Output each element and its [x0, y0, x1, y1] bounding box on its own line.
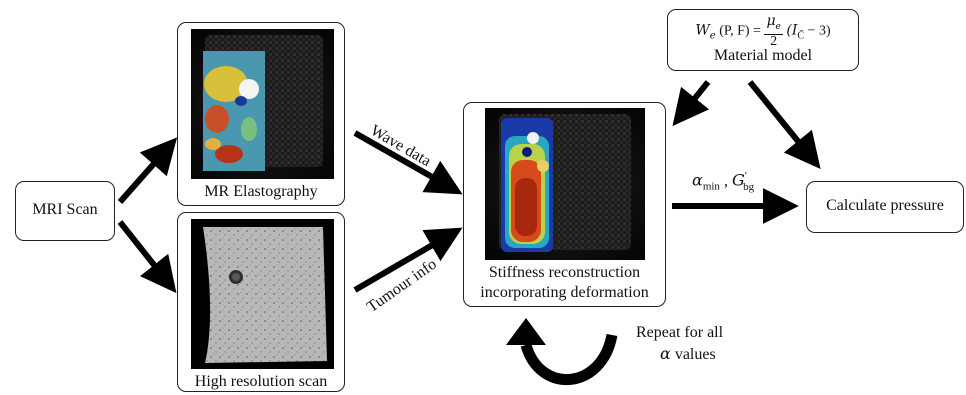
- repeat-label-line1: Repeat for all: [636, 324, 724, 341]
- g-prime: ′: [744, 170, 748, 182]
- stiffness-node: Stiffness reconstruction incorporating d…: [463, 102, 666, 307]
- material-model-formula: We (P, F) = μe 2 (IC̄ − 3): [668, 14, 858, 49]
- g-symbol: G: [731, 170, 745, 190]
- arrow-model-to-pressure: [747, 80, 821, 170]
- formula-w: W: [695, 22, 710, 39]
- parameters-label: αmin , G′bg: [692, 170, 755, 193]
- mr-elastography-label: MR Elastography: [204, 183, 318, 200]
- arrow-mri-to-highres: [117, 220, 177, 294]
- formula-den: 2: [770, 33, 778, 49]
- repeat-loop-arrow: [520, 333, 618, 385]
- repeat-loop-arrowhead: [506, 318, 546, 345]
- formula-args: (P, F) =: [719, 23, 761, 39]
- formula-mu-sub: e: [775, 21, 781, 32]
- formula-mu: μ: [766, 13, 776, 29]
- stiffness-label-line1: Stiffness reconstruction: [488, 264, 641, 281]
- calculate-pressure-node: Calculate pressure: [806, 181, 964, 233]
- arrow-tumour-info: [353, 227, 463, 293]
- mri-scan-node: MRI Scan: [15, 181, 115, 241]
- alpha-symbol: α: [692, 170, 703, 190]
- arrow-wave-data: [353, 130, 463, 195]
- g-sub: bg: [743, 180, 755, 193]
- high-res-scan-node: High resolution scan: [177, 212, 345, 392]
- high-res-scan-label: High resolution scan: [194, 373, 328, 390]
- formula-w-sub: e: [709, 30, 716, 42]
- alpha-sub: min: [702, 180, 720, 193]
- mri-scan-label: MRI Scan: [32, 201, 98, 218]
- repeat-label-line2: α values: [660, 344, 716, 364]
- stiffness-image: [485, 108, 645, 260]
- formula-fraction: μe 2: [764, 13, 783, 49]
- material-model-label: Material model: [713, 47, 813, 64]
- formula-i-sub: C̄: [797, 30, 805, 42]
- calculate-pressure-label: Calculate pressure: [826, 197, 944, 214]
- stiffness-label-line2: incorporating deformation: [480, 284, 649, 301]
- high-res-image: [191, 219, 334, 369]
- arrow-mri-to-elastography: [117, 137, 178, 204]
- mr-elastography-node: MR Elastography: [177, 22, 345, 206]
- elastography-image: [191, 29, 334, 179]
- arrow-model-to-stiffness: [672, 80, 711, 127]
- formula-tail: − 3): [804, 23, 831, 39]
- material-model-node: We (P, F) = μe 2 (IC̄ − 3) Material mode…: [667, 9, 859, 71]
- repeat-alpha-symbol: α: [660, 344, 671, 363]
- formula-i: (I: [786, 22, 798, 39]
- repeat-values-text: values: [674, 346, 716, 363]
